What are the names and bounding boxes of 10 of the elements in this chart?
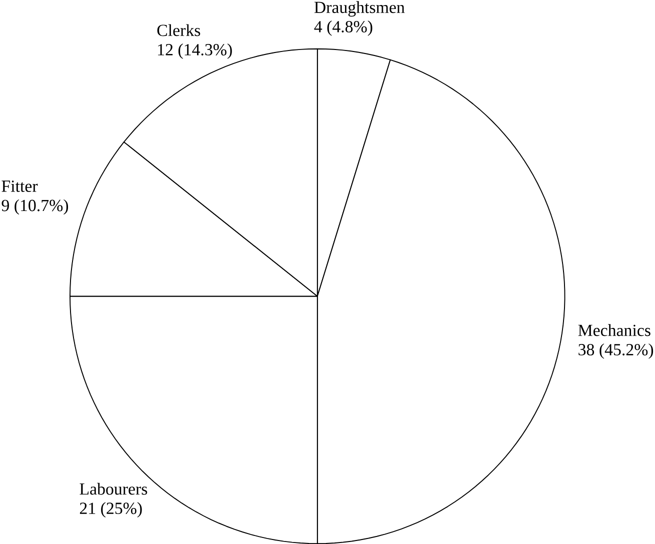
slice-label: Labourers <box>80 482 148 495</box>
data-label: 21 (25%) <box>80 502 142 518</box>
data-label: 4 (4.8%) <box>314 20 372 36</box>
slice-label: Mechanics <box>578 324 650 336</box>
slice-label: Fitter <box>2 180 38 192</box>
data-label: 38 (45.2%) <box>578 343 654 359</box>
data-label: 12 (14.3%) <box>158 43 232 59</box>
slice-label: Clerks <box>157 24 200 36</box>
data-label: 9 (10.7%) <box>2 199 68 215</box>
slice-label: Draughtsmen <box>314 1 405 17</box>
